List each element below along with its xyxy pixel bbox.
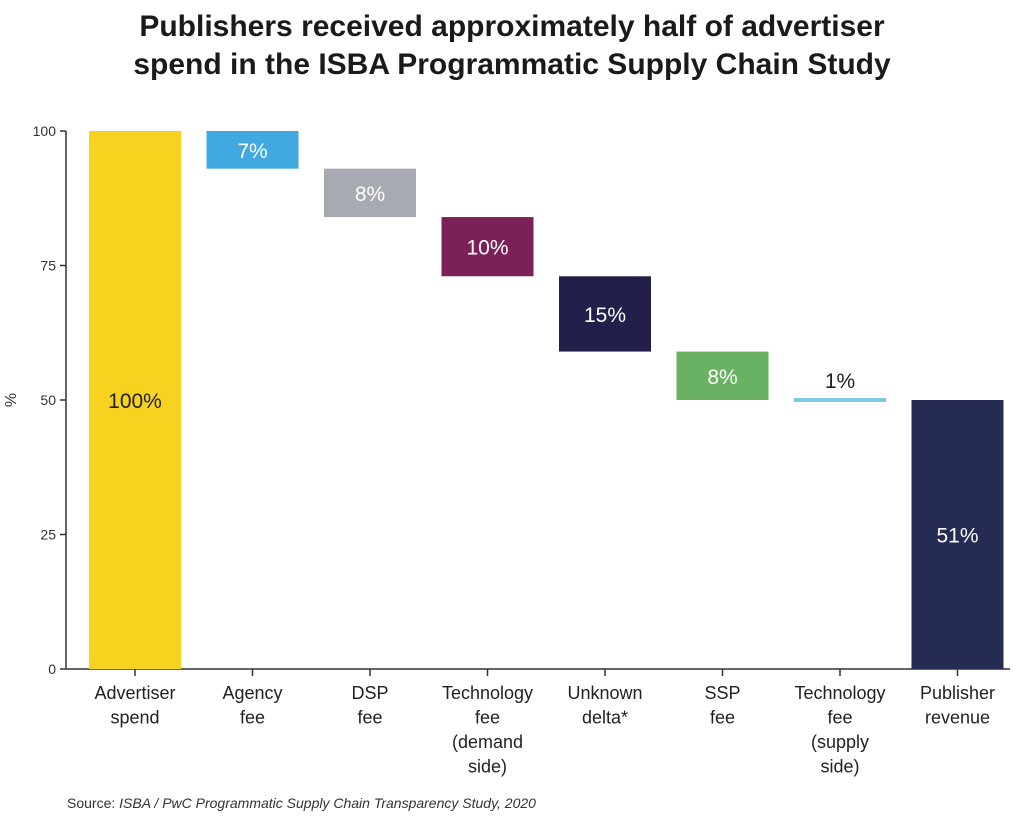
- source-citation: ISBA / PwC Programmatic Supply Chain Tra…: [119, 795, 536, 811]
- x-category-label: DSP: [351, 683, 388, 703]
- source-note: Source: ISBA / PwC Programmatic Supply C…: [67, 795, 536, 811]
- x-category-label: side): [820, 757, 859, 777]
- bar-value-label: 100%: [108, 390, 162, 413]
- source-label: Source:: [67, 795, 116, 811]
- x-category-label: Publisher: [920, 683, 995, 703]
- x-category-label: fee: [710, 708, 735, 728]
- y-tick-label: 100: [33, 123, 57, 139]
- x-category-label: fee: [827, 708, 852, 728]
- chart-title: Publishers received approximately half o…: [0, 8, 1024, 84]
- bar: [324, 168, 416, 218]
- bar-value-label: 51%: [936, 525, 978, 548]
- bar-value-label: 10%: [466, 237, 508, 260]
- bar-value-label: 15%: [584, 304, 626, 327]
- bar-value-label: 7%: [237, 140, 267, 163]
- bar-value-label: 8%: [355, 183, 385, 206]
- x-category-label: spend: [110, 708, 159, 728]
- x-category-label: side): [468, 757, 507, 777]
- x-category-label: Technology: [794, 683, 885, 703]
- x-category-label: revenue: [925, 708, 990, 728]
- x-category-label: SSP: [704, 683, 740, 703]
- bar: [441, 217, 534, 277]
- y-tick-label: 25: [40, 527, 56, 543]
- bar-value-label: 8%: [707, 366, 737, 389]
- x-category-label: Agency: [222, 683, 282, 703]
- bar: [676, 351, 769, 400]
- chart-title-line-1: Publishers received approximately half o…: [139, 10, 885, 43]
- x-category-label: Technology: [442, 683, 533, 703]
- bar: [89, 131, 181, 669]
- bar-value-label: 1%: [825, 370, 855, 393]
- x-category-label: fee: [240, 708, 265, 728]
- x-category-label: (demand: [452, 732, 523, 752]
- bar: [559, 276, 651, 352]
- x-category-label: (supply: [811, 732, 869, 752]
- chart-title-line-2: spend in the ISBA Programmatic Supply Ch…: [133, 48, 891, 81]
- bar: [911, 400, 1004, 669]
- x-category-label: fee: [357, 708, 382, 728]
- y-axis-label: %: [3, 393, 20, 407]
- x-category-label: Unknown: [567, 683, 642, 703]
- y-tick-label: 50: [40, 392, 56, 408]
- y-tick-label: 0: [48, 661, 56, 677]
- waterfall-chart: 0 25 50 75 100% 100% Advertiser spend 7% Agency fe…: [3, 123, 1010, 777]
- y-tick-label: 75: [40, 258, 56, 274]
- x-category-label: Advertiser: [94, 683, 175, 703]
- bar: [794, 398, 886, 402]
- bar: [206, 131, 299, 169]
- x-category-label: delta*: [582, 708, 628, 728]
- x-category-label: fee: [475, 708, 500, 728]
